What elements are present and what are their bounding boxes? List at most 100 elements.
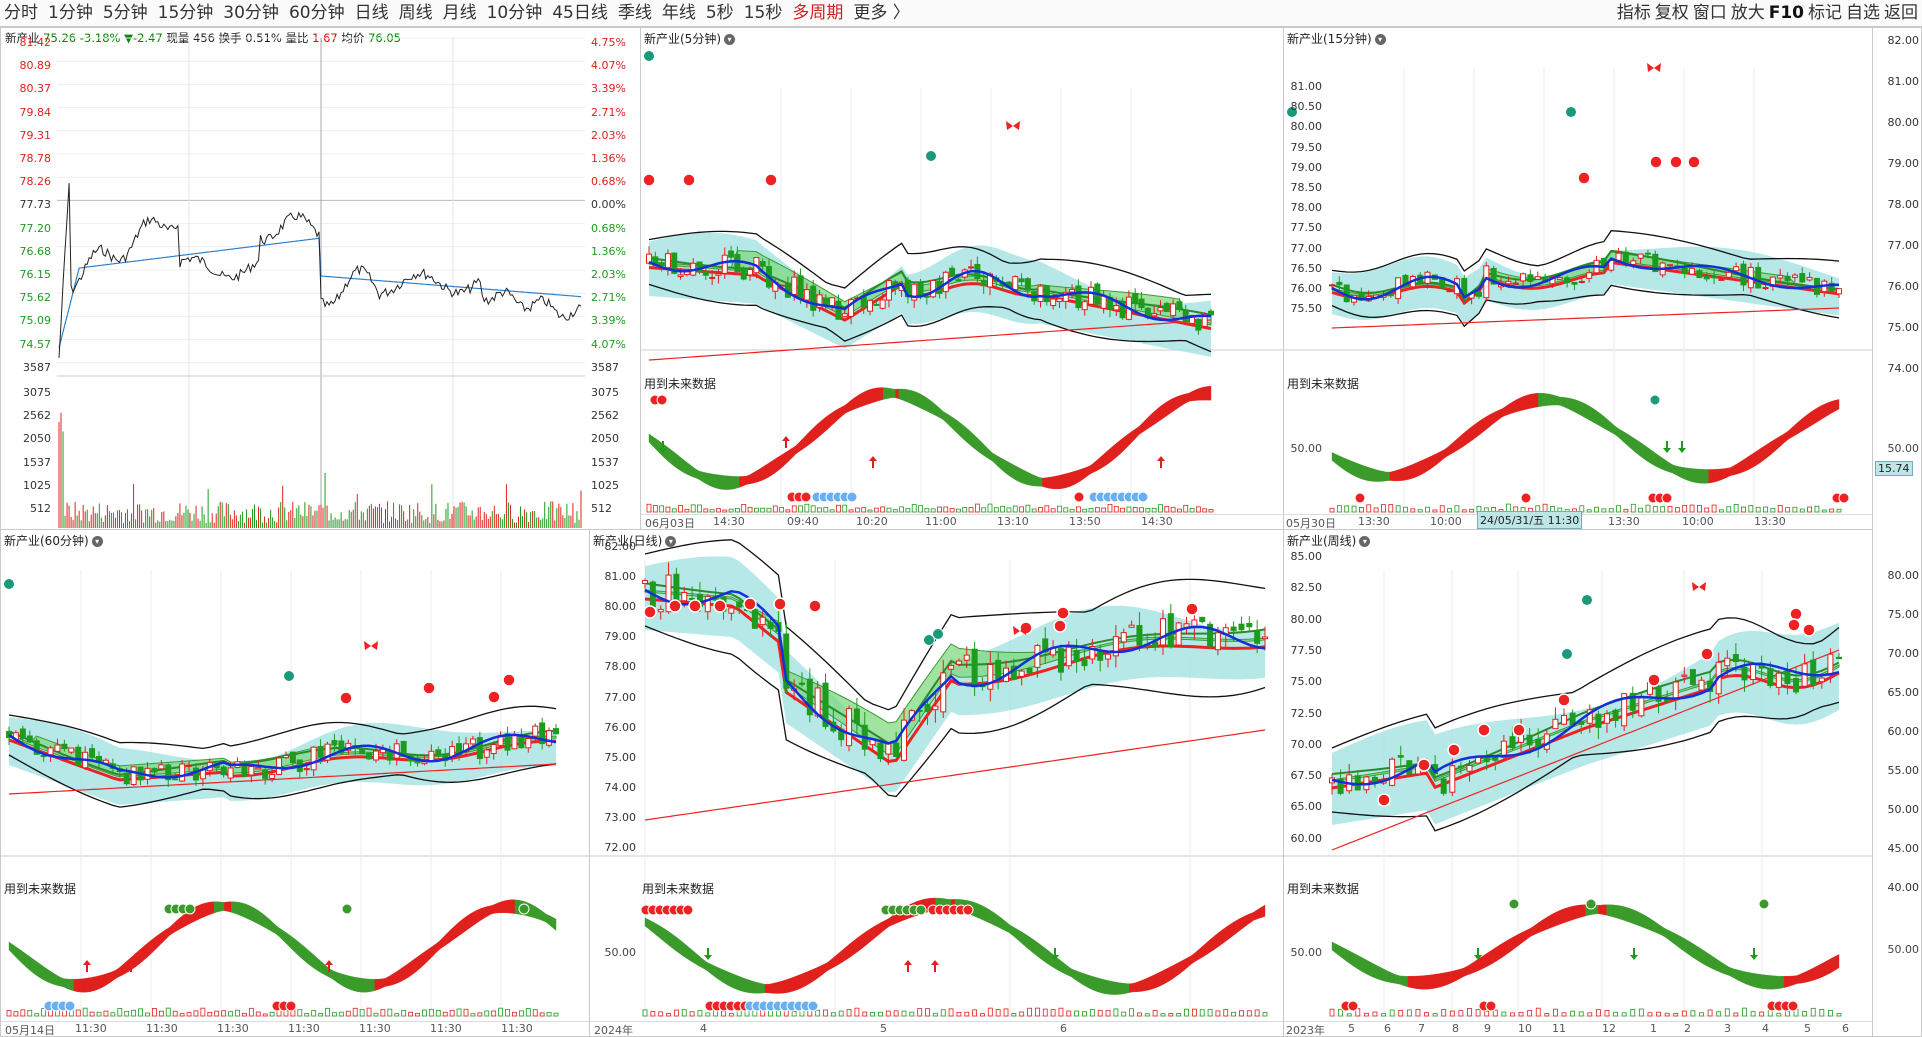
candle-body [1586,272,1593,279]
sub-bar [373,1012,379,1017]
sub-bar [1246,1010,1252,1017]
tool-button[interactable]: 复权 [1654,3,1689,23]
oscillator-segment [1559,396,1564,408]
sub-bar [82,1007,88,1017]
candle-body [1176,301,1183,310]
oscillator-segment [1465,427,1470,446]
sub-bar [885,1010,891,1017]
axis-tick-label: 1537 [591,455,619,469]
oscillator-segment [1067,472,1071,488]
sub-bar [1019,1011,1025,1017]
period-tab[interactable]: 15秒 [743,3,783,23]
sub-bar [956,508,961,513]
period-tab[interactable]: 月线 [442,3,477,23]
time-tick-label: 11:30 [430,1022,462,1035]
oscillator-segment [419,952,423,970]
candle-body [963,654,970,661]
period-tab[interactable]: 5分钟 [102,3,148,23]
boll-band-line [644,625,1266,798]
period-tab[interactable]: 15分钟 [157,3,214,23]
tool-button[interactable]: 自选 [1846,3,1880,23]
oscillator-segment [1777,435,1782,450]
tool-button[interactable]: 标记 [1808,3,1842,23]
oscillator-segment [1185,392,1190,404]
period-tab[interactable]: 30分钟 [223,3,279,23]
oscillator-segment [788,977,793,993]
oscillator-segment [1164,967,1169,985]
oscillator-segment [879,387,884,401]
period-tab[interactable]: 日线 [354,3,389,23]
period-tab[interactable]: 45日线 [552,3,608,23]
period-tab[interactable]: 分时 [4,3,38,23]
sub-bar [255,1011,261,1017]
oscillator-segment [234,901,239,915]
period-tab[interactable]: 10分钟 [486,3,543,23]
chart-panel-daily[interactable]: 新产业(日线) ▾ 82.00 81.00 80.00 79.00 78.00 77.00 7… [589,529,1284,1037]
oscillator-segment [1766,975,1772,990]
period-tab[interactable]: 60分钟 [288,3,345,23]
dropdown-icon[interactable]: ▾ [665,536,677,547]
candle-body [1527,274,1534,282]
oscillator-segment [1788,975,1793,987]
oscillator-segment [710,963,715,978]
candle-body [1230,626,1237,631]
period-tab[interactable]: 季线 [617,3,652,23]
oscillator-segment [857,934,863,952]
candle-body [955,660,962,665]
oscillator-segment [1206,938,1211,955]
oscillator-segment [1726,467,1731,478]
intraday-chart-panel[interactable]: 新产业 75.26 -3.18% ▼-2.47 现量 456 换手 0.51% … [0,27,641,530]
title-text: 新产业(15分钟) [1287,32,1372,46]
boll-band-line [1331,617,1840,749]
tool-button[interactable]: 返回 [1884,3,1918,23]
tool-button[interactable]: F10 [1768,3,1804,23]
oscillator-segment [323,963,328,977]
candle-body [359,748,366,754]
oscillator-segment [118,965,123,978]
time-tick-label: 6 [1384,1022,1391,1035]
candle-body [1810,659,1817,686]
dropdown-icon[interactable]: ▾ [724,34,735,45]
period-tab[interactable]: 多周期 [792,3,844,23]
sub-bar [1755,506,1761,513]
period-tab[interactable]: 更多 〉 [853,3,910,23]
candle-body [740,267,747,280]
mid-ma-line [8,738,556,782]
sub-bar [1454,505,1460,513]
chart-panel-15min[interactable]: 新产业(15分钟) ▾ 81.00 80.50 80.00 79.50 79.00 78.5… [1283,27,1873,530]
sub-bar [948,1008,954,1017]
candle-body [1075,285,1082,309]
oscillator-segment [695,952,700,967]
sub-bar [1050,1009,1056,1017]
dropdown-icon[interactable]: ▾ [91,536,103,547]
cursor-value-label: 15.74 [1875,461,1913,476]
chart-panel-60min[interactable]: 新产业(60分钟) ▾ 用到未来数据 05月14日 11:30 11:30 11:30 1… [0,529,590,1037]
dropdown-icon[interactable]: ▾ [1359,536,1371,547]
oscillator-segment [224,901,229,912]
period-tab[interactable]: 年线 [661,3,696,23]
oscillator-segment [798,438,803,453]
tool-button[interactable]: 窗口 [1692,3,1727,23]
oscillator-segment [1407,464,1412,480]
sub-bar [124,1010,130,1017]
chart-panel-weekly[interactable]: 新产业(周线) ▾ 85.00 82.50 80.00 77.50 75.00 72.50 7… [1283,529,1873,1037]
oscillator-segment [364,978,369,993]
fast-ma-line [8,733,557,779]
sub-bar [681,1009,687,1017]
tool-button[interactable]: 指标 [1616,3,1651,23]
period-tab[interactable]: 1分钟 [48,3,93,23]
oscillator-segment [1085,465,1090,478]
sub-bar [553,1012,559,1017]
oscillator-segment [29,956,34,974]
dropdown-icon[interactable]: ▾ [1374,34,1386,45]
candle-body [1784,275,1791,282]
candle-body [68,747,75,753]
oscillator-segment [1603,415,1608,431]
oscillator-segment [1526,927,1531,940]
chart-panel-5min[interactable]: 新产业(5分钟) ▾ 用到未来数据 06月03日 14:30 09:40 10:20 11… [640,27,1284,530]
period-tab[interactable]: 周线 [398,3,433,23]
period-tab[interactable]: 5秒 [705,3,734,23]
axis-tick-label: 80.89 [19,59,52,73]
tool-button[interactable]: 放大 [1730,3,1765,23]
candle-body [702,271,709,276]
